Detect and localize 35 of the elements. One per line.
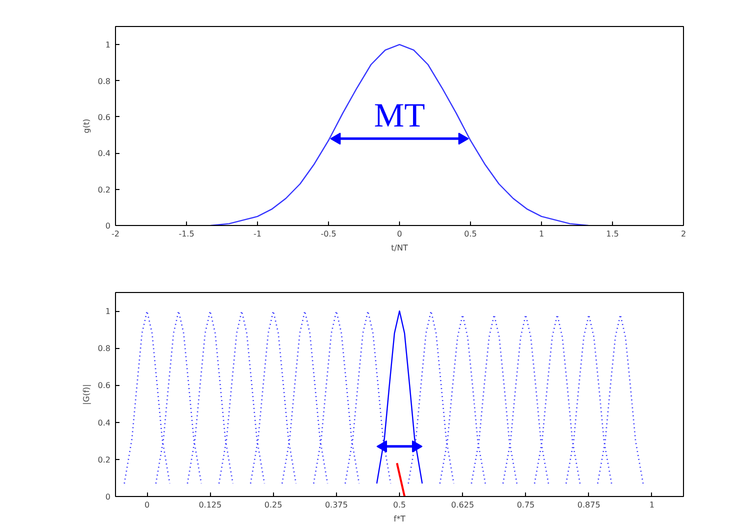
x-tick-label: 0.75 [516, 500, 535, 510]
x-tick-label: 0.125 [198, 500, 222, 510]
x-tick-label: 0.25 [264, 500, 282, 510]
y-tick-label: 0.2 [98, 185, 111, 194]
y-tick-label: 1 [105, 40, 111, 50]
x-tick-label: -2 [112, 230, 120, 238]
y-tick-label: 0.8 [98, 344, 111, 354]
y-tick-label: 0.4 [98, 149, 111, 158]
x-tick-label: 1 [649, 500, 654, 510]
x-axis-title: f*T [394, 514, 406, 524]
x-tick-label: -1 [254, 230, 262, 238]
y-tick-label: 1 [105, 307, 111, 316]
x-tick-label: 0.625 [451, 500, 474, 510]
x-tick-label: 1 [538, 230, 544, 238]
x-tick-label: -1.5 [178, 230, 194, 238]
x-tick-label: 0.375 [324, 500, 348, 510]
y-axis-title: g(t) [82, 118, 91, 134]
x-tick-label: 0 [396, 230, 402, 238]
y-tick-label: 0.8 [98, 76, 111, 86]
y-tick-label: 0.6 [98, 112, 111, 122]
x-tick-label: 2 [680, 230, 686, 238]
y-tick-label: 0.2 [98, 455, 111, 464]
annotation: MT [374, 98, 426, 135]
x-tick-label: 0.5 [393, 500, 406, 510]
x-tick-label: 0.5 [464, 230, 477, 238]
x-axis-title: t/NT [391, 244, 408, 252]
x-tick-label: 0 [144, 500, 150, 510]
x-tick-label: 0.875 [577, 500, 600, 510]
y-tick-label: 0.4 [98, 418, 111, 428]
x-tick-label: 1.5 [606, 230, 619, 238]
x-tick-label: -0.5 [320, 230, 336, 238]
y-tick-label: 0 [105, 492, 111, 502]
y-axis-title: |G(f)| [82, 384, 91, 405]
y-tick-label: 0 [105, 222, 111, 230]
y-tick-label: 0.6 [98, 381, 111, 390]
